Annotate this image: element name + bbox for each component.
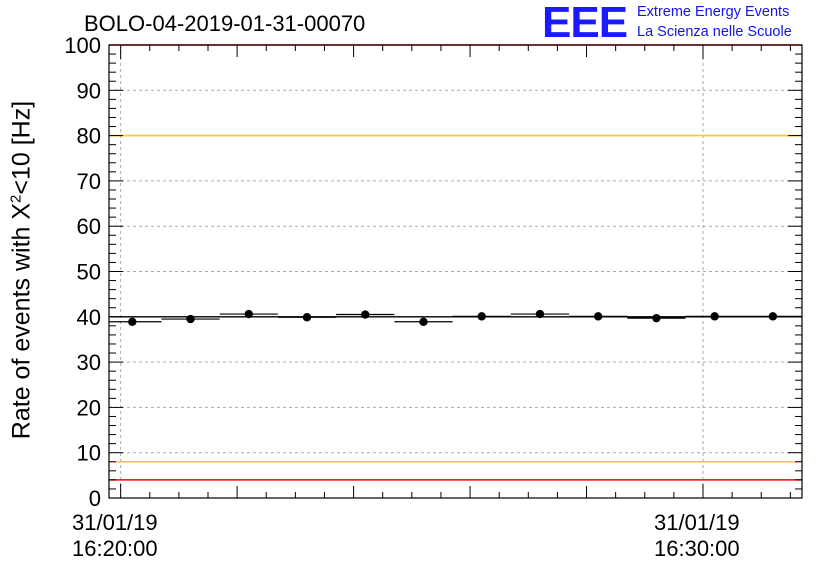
data-point — [710, 312, 719, 321]
data-point — [768, 312, 778, 321]
y-tick-label: 100 — [64, 33, 101, 58]
x-tick-label-1: 31/01/19 16:20:00 — [72, 510, 158, 562]
y-axis-label: Rate of events with X2<10 [Hz] — [7, 101, 36, 439]
data-point — [652, 313, 661, 323]
logo-line-1: Extreme Energy Events — [637, 4, 790, 20]
eee-logo: EEE — [542, 0, 628, 47]
y-tick-label: 70 — [77, 169, 101, 194]
data-point — [244, 309, 253, 319]
y-tick-label: 90 — [77, 78, 101, 103]
y-tick-label: 60 — [77, 214, 101, 239]
x-tick-time-1: 16:20:00 — [72, 536, 158, 561]
x-tick-time-2: 16:30:00 — [654, 536, 740, 561]
x-tick-date-1: 31/01/19 — [72, 510, 158, 535]
data-point — [186, 314, 195, 324]
y-tick-label: 80 — [77, 124, 101, 149]
y-tick-label: 20 — [77, 395, 101, 420]
y-axis-label-sup: 2 — [7, 194, 25, 203]
data-point — [302, 313, 312, 322]
data-point — [361, 310, 370, 319]
y-axis-label-suffix: <10 [Hz] — [7, 100, 36, 195]
y-tick-label: 10 — [77, 441, 101, 466]
x-tick-label-2: 31/01/19 16:30:00 — [654, 510, 740, 562]
plot-frame — [108, 44, 803, 499]
logo-line-2: La Scienza nelle Scuole — [637, 24, 792, 40]
y-axis-label-prefix: Rate of events with X — [7, 202, 36, 440]
y-tick-label: 40 — [77, 305, 101, 330]
data-point — [593, 312, 603, 321]
x-tick-date-2: 31/01/19 — [654, 510, 740, 535]
data-point — [128, 317, 137, 326]
data-point — [477, 312, 486, 321]
y-tick-label: 0 — [89, 486, 101, 511]
chart-title: BOLO-04-2019-01-31-00070 — [84, 11, 366, 36]
data-point — [419, 317, 428, 326]
y-tick-label: 50 — [77, 260, 101, 285]
y-tick-label: 30 — [77, 350, 101, 375]
data-point — [535, 309, 545, 319]
